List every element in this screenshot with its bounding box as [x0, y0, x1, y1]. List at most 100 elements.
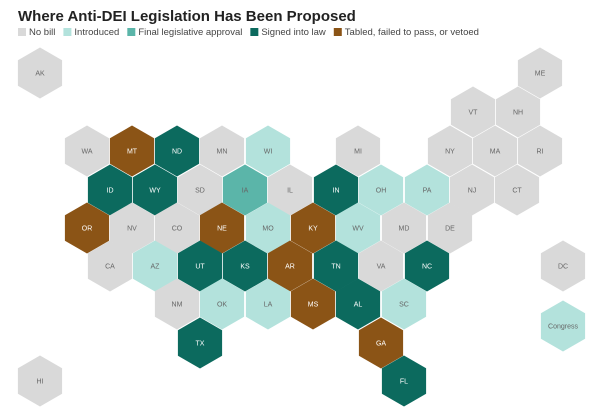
state-hex: [335, 202, 381, 254]
state-hex: [404, 164, 450, 216]
state-label: Congress: [548, 323, 578, 330]
state-hex: [540, 240, 586, 292]
state-label: CT: [512, 187, 522, 194]
state-label: OK: [217, 301, 227, 308]
state-hex: [381, 278, 427, 330]
state-label: AZ: [151, 263, 161, 270]
state-label: WY: [149, 187, 161, 194]
state-hex: [245, 125, 291, 177]
legend-label: No bill: [29, 27, 55, 38]
legend-swatch: [333, 28, 342, 36]
state-hex: [222, 164, 268, 216]
state-hex: [245, 202, 291, 254]
state-hex: [381, 355, 427, 407]
state-hex: [517, 125, 563, 177]
state-label: MA: [490, 148, 501, 155]
state-hex: [290, 278, 336, 330]
state-hex: [358, 240, 404, 292]
state-hex: [154, 202, 200, 254]
state-label: SD: [195, 187, 205, 194]
state-label: GA: [376, 340, 386, 347]
state-label: MD: [399, 225, 410, 232]
legend-label: Signed into law: [261, 27, 326, 38]
state-label: VA: [377, 263, 386, 270]
state-label: IA: [242, 187, 249, 194]
legend-swatch: [127, 28, 136, 36]
legend: No bill Introduced Final legislative appro…: [18, 27, 479, 38]
state-hex: [222, 240, 268, 292]
state-label: LA: [264, 301, 273, 308]
state-label: AK: [35, 70, 45, 77]
state-hex: [199, 202, 245, 254]
state-hex: [199, 125, 245, 177]
state-label: FL: [400, 378, 408, 385]
state-hex: [87, 240, 133, 292]
state-hex: [381, 202, 427, 254]
state-label: NC: [422, 263, 432, 270]
state-hex: [132, 164, 178, 216]
state-label: KS: [240, 263, 250, 270]
state-label: NV: [127, 225, 137, 232]
state-hex: [87, 164, 133, 216]
state-hex: [427, 125, 473, 177]
state-label: WI: [264, 148, 273, 155]
state-hex: [267, 240, 313, 292]
state-label: IN: [333, 187, 340, 194]
state-label: NJ: [468, 187, 477, 194]
state-hex: [494, 164, 540, 216]
state-label: ID: [107, 187, 114, 194]
state-label: AR: [285, 263, 295, 270]
state-hex: [335, 125, 381, 177]
state-hex: [449, 164, 495, 216]
state-hex: [495, 86, 541, 138]
state-label: WA: [81, 148, 92, 155]
state-hex: [313, 164, 359, 216]
state-label: NM: [172, 301, 183, 308]
state-label: RI: [537, 148, 544, 155]
state-hex: [450, 86, 496, 138]
state-label: VT: [469, 109, 479, 116]
state-hex: [177, 317, 223, 369]
hex-grid: AK ME VT NH WA MT ND MN WI MI NY MA RI ID WY SD IA IL IN OH…: [17, 47, 586, 407]
state-hex: [358, 164, 404, 216]
state-label: SC: [399, 301, 409, 308]
state-label: MS: [308, 301, 319, 308]
state-hex: [517, 47, 563, 99]
state-hex: [358, 317, 404, 369]
state-label: MO: [262, 225, 274, 232]
state-label: CA: [105, 263, 115, 270]
state-label: NE: [217, 225, 227, 232]
legend-label: Introduced: [74, 27, 119, 38]
state-hex: [472, 125, 518, 177]
state-label: UT: [195, 263, 205, 270]
state-hex: [267, 164, 313, 216]
state-hex: [64, 202, 110, 254]
legend-swatch: [250, 28, 259, 36]
state-label: AL: [354, 301, 363, 308]
state-hex: [154, 125, 200, 177]
state-hex: [245, 278, 291, 330]
state-label: MN: [217, 148, 228, 155]
state-label: HI: [37, 378, 44, 385]
legend-label: Final legislative approval: [138, 27, 242, 38]
state-hex: [540, 300, 586, 352]
state-hex: [17, 47, 63, 99]
state-hex: [17, 355, 63, 407]
state-label: KY: [308, 225, 318, 232]
state-hex: [154, 278, 200, 330]
state-label: CO: [172, 225, 183, 232]
state-label: TN: [331, 263, 340, 270]
state-label: NY: [445, 148, 455, 155]
state-label: ND: [172, 148, 182, 155]
state-hex: [313, 240, 359, 292]
legend-swatch: [18, 28, 26, 36]
state-label: DE: [445, 225, 455, 232]
state-hex: [109, 202, 155, 254]
state-label: MT: [127, 148, 138, 155]
map-title: Where Anti-DEI Legislation Has Been Prop…: [18, 8, 356, 25]
state-hex: [427, 202, 473, 254]
state-label: PA: [423, 187, 432, 194]
state-label: IL: [287, 187, 293, 194]
state-hex: [177, 240, 223, 292]
